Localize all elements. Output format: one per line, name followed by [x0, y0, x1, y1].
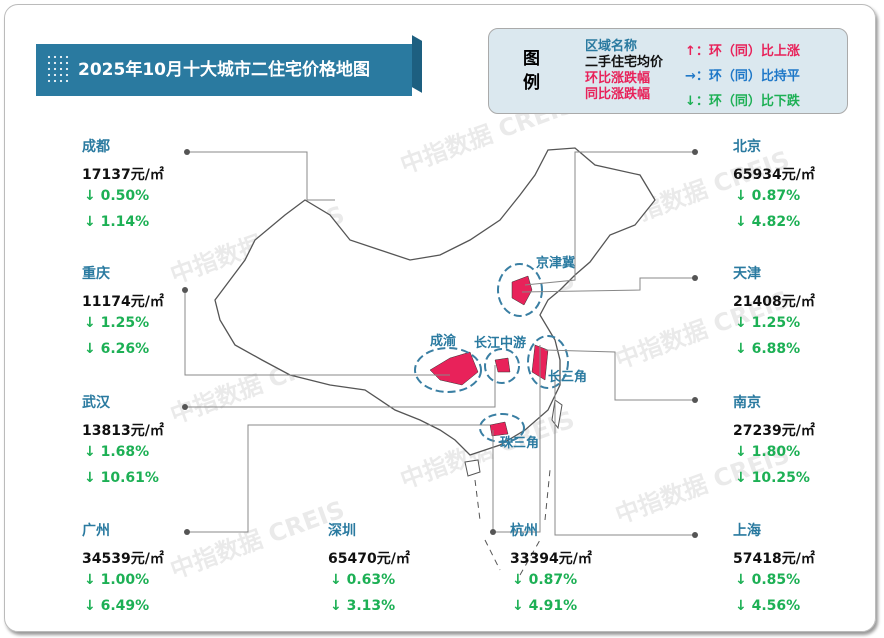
city-mom-change: ↓ 1.25%	[84, 315, 150, 331]
region-label: 京津冀	[536, 256, 576, 271]
leader-dots	[182, 149, 698, 538]
city-card: 南京 27239元/㎡ ↓ 1.80% ↓ 10.25%	[733, 392, 815, 496]
city-yoy-change: ↓ 6.88%	[735, 341, 801, 357]
city-price: 11174元/㎡	[82, 294, 164, 310]
city-name: 上海	[733, 523, 761, 539]
city-mom-change: ↓ 0.63%	[330, 572, 396, 588]
frame	[4, 4, 876, 632]
city-name: 重庆	[82, 266, 110, 282]
city-mom-change: ↓ 1.68%	[84, 444, 150, 460]
leader-lines	[184, 151, 695, 536]
city-yoy-change: ↓ 10.61%	[84, 470, 159, 486]
city-mom-change: ↓ 1.80%	[735, 444, 801, 460]
city-yoy-change: ↓ 4.82%	[735, 214, 801, 230]
legend-price: 二手住宅均价	[585, 55, 664, 70]
taiwan	[551, 399, 563, 430]
legend-down: ↓：环（同）比下跌	[685, 94, 800, 109]
city-name: 广州	[82, 523, 110, 539]
legend-up: ↑：环（同）比上涨	[685, 44, 800, 59]
legend-flat: →：环（同）比持平	[685, 69, 800, 84]
city-mom-change: ↓ 0.50%	[84, 188, 150, 204]
city-mom-change: ↓ 1.00%	[84, 572, 150, 588]
legend-heading: 图例	[523, 49, 540, 93]
page-title: 2025年10月十大城市二住宅价格地图	[36, 44, 412, 96]
legend: 图例 区域名称 二手住宅均价 环比涨跌幅 同比涨跌幅 ↑：环（同）比上涨 →：环…	[488, 28, 848, 114]
city-price: 21408元/㎡	[733, 294, 815, 310]
city-card: 北京 65934元/㎡ ↓ 0.87% ↓ 4.82%	[733, 136, 815, 240]
city-card: 深圳 65470元/㎡ ↓ 0.63% ↓ 3.13%	[328, 520, 410, 624]
region-label: 成渝	[430, 334, 457, 349]
legend-yoy: 同比涨跌幅	[585, 87, 651, 102]
city-card: 天津 21408元/㎡ ↓ 1.25% ↓ 6.88%	[733, 263, 815, 367]
city-mom-change: ↓ 0.87%	[512, 572, 578, 588]
dots-decoration	[46, 54, 70, 84]
city-mom-change: ↓ 1.25%	[735, 315, 801, 331]
city-yoy-change: ↓ 4.91%	[512, 598, 578, 614]
city-name: 天津	[733, 266, 761, 282]
city-yoy-change: ↓ 3.13%	[330, 598, 396, 614]
region-circles	[414, 263, 569, 443]
city-price: 65934元/㎡	[733, 167, 815, 183]
city-name: 深圳	[328, 523, 356, 539]
south-sea-line	[474, 469, 551, 576]
city-name: 南京	[733, 395, 761, 411]
city-price: 13813元/㎡	[82, 423, 164, 439]
city-yoy-change: ↓ 6.49%	[84, 598, 150, 614]
city-price: 17137元/㎡	[82, 167, 164, 183]
city-mom-change: ↓ 0.87%	[735, 188, 801, 204]
city-card: 杭州 33394元/㎡ ↓ 0.87% ↓ 4.91%	[510, 520, 592, 624]
city-price: 57418元/㎡	[733, 551, 815, 567]
region-label: 长江中游	[474, 336, 527, 351]
city-name: 武汉	[82, 395, 110, 411]
region-label: 珠三角	[500, 436, 540, 451]
china-outline	[214, 147, 656, 456]
city-name: 杭州	[510, 523, 538, 539]
city-price: 34539元/㎡	[82, 551, 164, 567]
city-name: 北京	[733, 139, 761, 155]
city-yoy-change: ↓ 4.56%	[735, 598, 801, 614]
legend-name: 区域名称	[585, 39, 638, 54]
city-card: 广州 34539元/㎡ ↓ 1.00% ↓ 6.49%	[82, 520, 164, 624]
city-price: 27239元/㎡	[733, 423, 815, 439]
city-yoy-change: ↓ 10.25%	[735, 470, 810, 486]
city-card: 成都 17137元/㎡ ↓ 0.50% ↓ 1.14%	[82, 136, 164, 240]
legend-mom: 环比涨跌幅	[585, 71, 651, 86]
city-yoy-change: ↓ 6.26%	[84, 341, 150, 357]
title-text: 2025年10月十大城市二住宅价格地图	[78, 60, 370, 80]
city-price: 33394元/㎡	[510, 551, 592, 567]
city-yoy-change: ↓ 1.14%	[84, 214, 150, 230]
city-card: 武汉 13813元/㎡ ↓ 1.68% ↓ 10.61%	[82, 392, 164, 496]
region-label: 长三角	[548, 370, 588, 385]
city-name: 成都	[82, 139, 110, 155]
city-price: 65470元/㎡	[328, 551, 410, 567]
city-card: 重庆 11174元/㎡ ↓ 1.25% ↓ 6.26%	[82, 263, 164, 367]
hainan	[464, 459, 481, 477]
city-mom-change: ↓ 0.85%	[735, 572, 801, 588]
city-card: 上海 57418元/㎡ ↓ 0.85% ↓ 4.56%	[733, 520, 815, 624]
